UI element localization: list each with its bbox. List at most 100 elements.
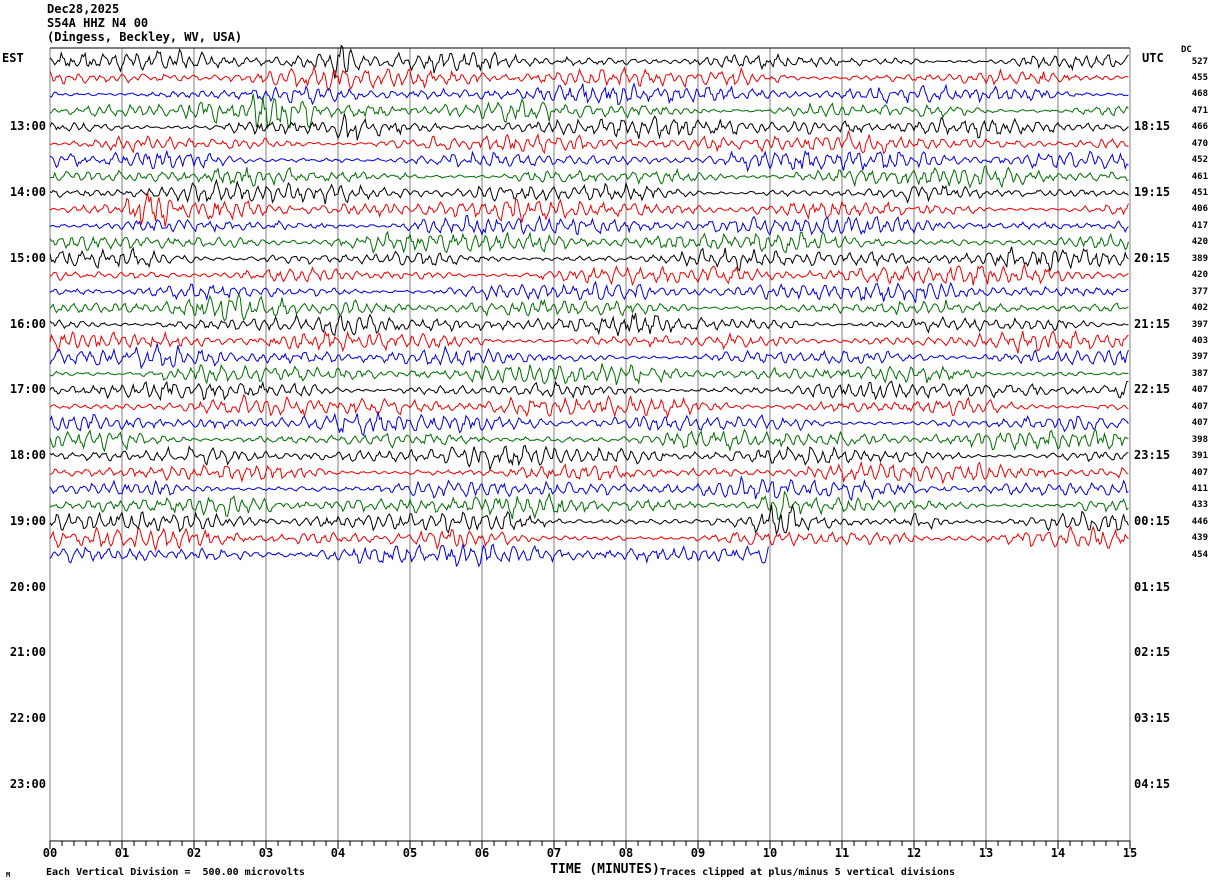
seismogram-trace-row-21 [49, 380, 1129, 402]
dc-value: 461 [1191, 171, 1208, 182]
seismogram-trace-row-3 [49, 82, 1129, 106]
dc-value: 417 [1191, 220, 1208, 231]
seismogram-trace-row-25 [49, 444, 1129, 471]
seismogram-trace-row-8 [49, 165, 1129, 189]
left-hour-label: 21:00 [9, 645, 46, 660]
x-tick-label: 14 [1050, 846, 1066, 860]
right-hour-label: 04:15 [1134, 776, 1171, 791]
dc-value: 407 [1191, 401, 1208, 412]
dc-value: 466 [1191, 122, 1208, 133]
left-hour-label: 22:00 [9, 711, 46, 726]
x-tick-label: 06 [474, 846, 490, 860]
x-tick-label: 02 [186, 846, 202, 860]
dc-value: 407 [1191, 467, 1208, 478]
dc-value: 387 [1191, 368, 1208, 379]
x-tick-label: 15 [1122, 846, 1138, 860]
dc-value: 451 [1191, 188, 1208, 199]
dc-value: 468 [1191, 89, 1208, 100]
dc-value: 454 [1191, 549, 1208, 560]
right-hour-label: 00:15 [1134, 513, 1171, 528]
seismogram-trace-row-30 [49, 525, 1129, 553]
dc-value: 527 [1191, 56, 1208, 67]
seismogram-trace-row-13 [49, 246, 1129, 273]
dc-value: 397 [1191, 319, 1208, 330]
seismogram-trace-row-28 [49, 490, 1129, 521]
seismogram-trace-row-1 [49, 44, 1129, 79]
dc-value: 420 [1191, 270, 1208, 281]
right-hour-label: 03:15 [1134, 711, 1171, 726]
left-hour-label: 14:00 [9, 185, 46, 200]
seismogram-trace-row-12 [49, 230, 1129, 254]
seismogram-trace-row-18 [49, 330, 1129, 354]
x-tick-label: 12 [906, 846, 922, 860]
x-tick-label: 00 [42, 846, 58, 860]
left-hour-label: 15:00 [9, 250, 46, 265]
x-tick-label: 09 [690, 846, 706, 860]
dc-column-label: DC [1181, 45, 1192, 55]
seismogram-trace-row-9 [49, 178, 1129, 205]
left-hour-label: 17:00 [9, 382, 46, 397]
left-hour-label: 16:00 [9, 316, 46, 331]
left-hour-label: 13:00 [9, 119, 46, 134]
x-tick-label: 07 [546, 846, 562, 860]
right-hour-label: 23:15 [1134, 448, 1171, 463]
seismogram-trace-row-16 [49, 292, 1129, 322]
dc-value: 446 [1191, 516, 1208, 527]
dc-value: 455 [1191, 72, 1208, 83]
seismogram-trace-row-24 [49, 427, 1129, 453]
x-tick-label: 04 [330, 846, 346, 860]
seismogram-trace-row-17 [49, 312, 1129, 337]
dc-value: 403 [1191, 335, 1208, 346]
seismogram-trace-row-6 [49, 130, 1129, 155]
right-hour-label: 02:15 [1134, 645, 1171, 660]
dc-value: 402 [1191, 303, 1208, 314]
right-hour-label: 01:15 [1134, 579, 1171, 594]
x-tick-label: 10 [762, 846, 778, 860]
right-hour-label: 21:15 [1134, 316, 1171, 331]
left-hour-label: 23:00 [9, 776, 46, 791]
dc-value: 439 [1191, 533, 1208, 544]
seismogram-trace-row-11 [49, 214, 1129, 237]
seismogram-trace-row-22 [49, 393, 1129, 419]
seismogram-trace-row-20 [49, 363, 1129, 385]
seismogram-trace-row-31 [49, 542, 769, 568]
dc-value: 397 [1191, 352, 1208, 363]
header-date: Dec28,2025 [47, 2, 120, 16]
x-tick-label: 01 [114, 846, 130, 860]
x-tick-label: 11 [834, 846, 850, 860]
header-station: S54A HHZ N4 00 [47, 16, 149, 30]
left-hour-label: 20:00 [9, 579, 46, 594]
dc-value: 389 [1191, 253, 1208, 264]
x-tick-label: 05 [402, 846, 418, 860]
x-tick-label: 13 [978, 846, 994, 860]
dc-value: 407 [1191, 385, 1208, 396]
dc-value: 411 [1191, 483, 1208, 494]
seismogram-trace-row-19 [49, 343, 1129, 370]
seismogram-trace-row-4 [49, 93, 1129, 130]
x-tick-label: 03 [258, 846, 274, 860]
dc-value: 406 [1191, 204, 1208, 215]
seismogram-trace-row-27 [49, 475, 1129, 502]
right-hour-label: 18:15 [1134, 119, 1171, 134]
left-hour-label: 19:00 [9, 513, 46, 528]
seismogram-trace-row-29 [49, 503, 1129, 536]
right-timezone-label: UTC [1142, 51, 1164, 65]
left-hour-label: 18:00 [9, 448, 46, 463]
x-tick-label: 08 [618, 846, 634, 860]
dc-value: 420 [1191, 237, 1208, 248]
seismogram-trace-row-23 [49, 411, 1129, 437]
dc-value: 398 [1191, 434, 1208, 445]
dc-value: 433 [1191, 500, 1208, 511]
header-location: (Dingess, Beckley, WV, USA) [47, 30, 243, 44]
dc-value: 471 [1191, 105, 1208, 116]
seismogram-trace-row-10 [49, 192, 1129, 227]
right-hour-label: 22:15 [1134, 382, 1171, 397]
dc-value: 470 [1191, 138, 1208, 149]
right-hour-label: 20:15 [1134, 250, 1171, 265]
dc-value: 407 [1191, 418, 1208, 429]
x-axis-title: TIME (MINUTES) [550, 862, 660, 877]
seismogram-trace-row-26 [49, 460, 1129, 485]
seismogram-trace-row-5 [49, 113, 1129, 141]
